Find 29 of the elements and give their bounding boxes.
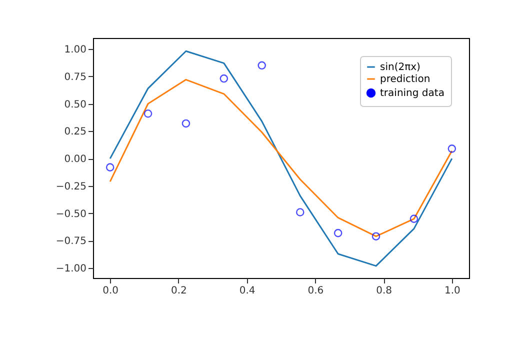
point <box>372 232 380 240</box>
y-tick-label: 1.00 <box>64 44 86 56</box>
x-tick-label: 0.8 <box>376 286 392 296</box>
point <box>182 119 190 128</box>
y-tick-label: −0.75 <box>56 236 86 248</box>
x-tick-label: 1.0 <box>444 286 460 296</box>
point <box>106 163 114 172</box>
x-tick-label: 0.6 <box>308 286 324 296</box>
legend-label: sin(2πx) <box>380 62 421 73</box>
y-tick-label: −1.00 <box>56 264 86 275</box>
y-tick-label: 0.25 <box>64 126 86 138</box>
y-tick-label: −0.50 <box>56 208 86 220</box>
point <box>144 109 152 118</box>
line-series <box>109 50 453 267</box>
point <box>410 214 418 223</box>
y-tick-label: 0.50 <box>64 99 86 110</box>
y-tick-label: 0.00 <box>64 154 86 166</box>
y-tick-label: −0.25 <box>56 181 86 192</box>
point <box>334 228 342 238</box>
point <box>220 74 228 83</box>
y-tick-label: 0.75 <box>64 72 86 83</box>
x-tick-label: 0.4 <box>239 286 256 296</box>
legend-label: prediction <box>380 74 430 85</box>
x-tick-label: 0.2 <box>171 286 187 296</box>
point <box>258 61 266 70</box>
legend-label: training data <box>380 88 444 99</box>
x-tick-label: 0.0 <box>102 286 119 296</box>
point <box>296 208 304 216</box>
point <box>448 144 456 153</box>
